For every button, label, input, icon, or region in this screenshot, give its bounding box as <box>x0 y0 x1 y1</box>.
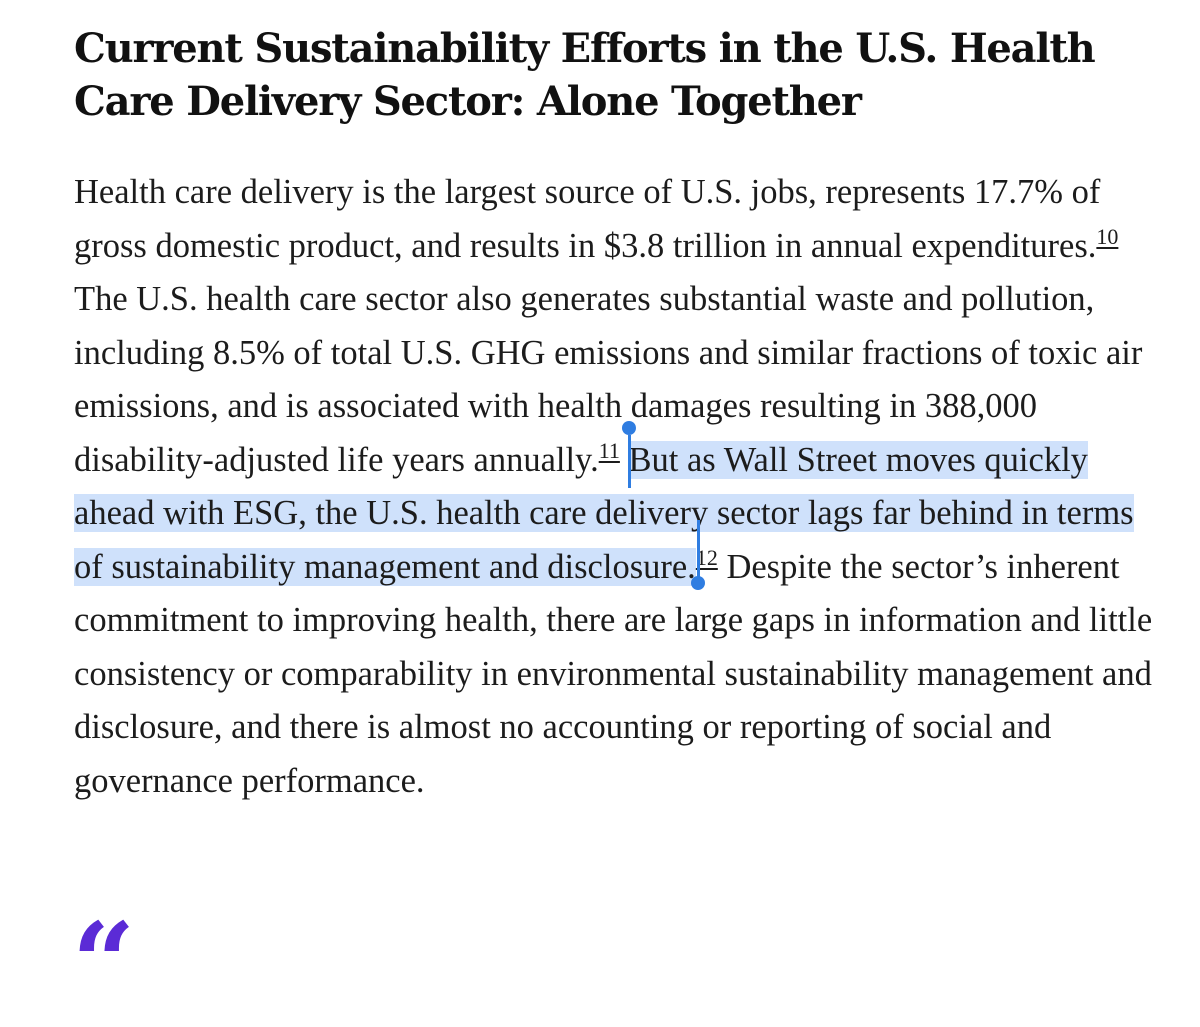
paragraph-text-part1: Health care delivery is the largest sour… <box>74 173 1100 265</box>
pull-quote-mark: “ <box>72 908 135 1018</box>
footnote-link-10[interactable]: 10 <box>1096 224 1118 249</box>
footnote-link-11[interactable]: 11 <box>599 438 620 463</box>
article: Current Sustainability Efforts in the U.… <box>74 22 1164 808</box>
article-heading: Current Sustainability Efforts in the U.… <box>74 22 1164 128</box>
article-paragraph[interactable]: Health care delivery is the largest sour… <box>74 166 1164 808</box>
